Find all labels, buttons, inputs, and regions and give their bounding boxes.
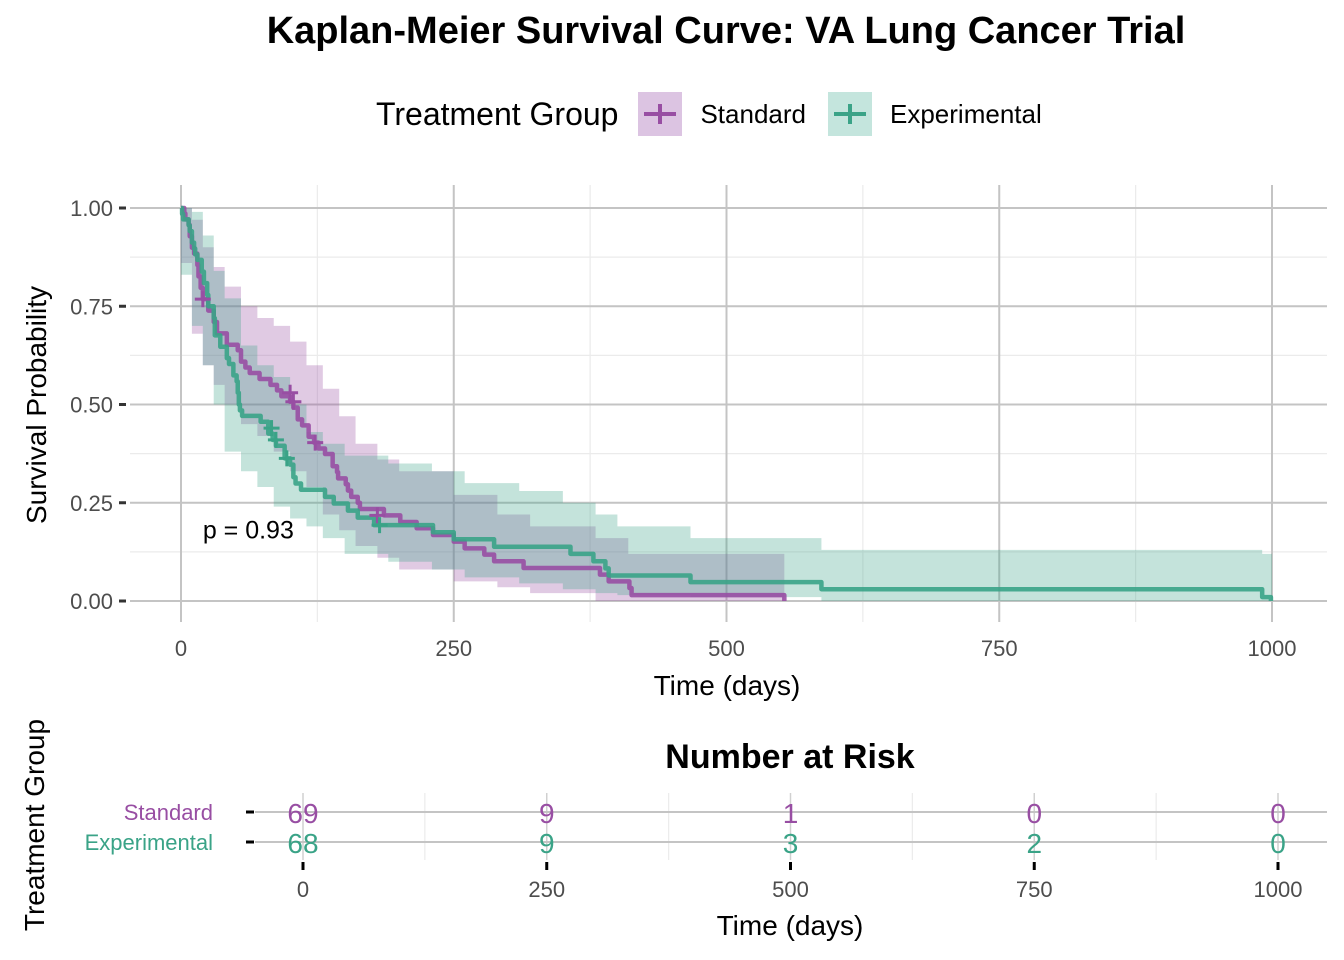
legend-title: Treatment Group: [376, 95, 619, 132]
risk-x-tick-label: 750: [1016, 877, 1053, 902]
x-tick-label: 1000: [1248, 636, 1297, 661]
risk-count-experimental: 2: [1026, 828, 1042, 859]
risk-table-x-label: Time (days): [717, 910, 864, 941]
risk-count-standard: 69: [287, 798, 318, 829]
p-value-annotation: p = 0.93: [203, 516, 294, 544]
y-axis-label: Survival Probability: [21, 286, 52, 524]
risk-row-label-standard: Standard: [124, 800, 213, 825]
y-tick-label: 0.75: [70, 294, 113, 319]
y-tick-label: 0.50: [70, 393, 113, 418]
risk-x-tick-label: 0: [297, 877, 309, 902]
legend-label-experimental: Experimental: [890, 98, 1042, 129]
censor-mark-standard: [282, 384, 299, 401]
risk-row-label-experimental: Experimental: [85, 830, 213, 855]
risk-count-experimental: 3: [783, 828, 799, 859]
chart-title: Kaplan-Meier Survival Curve: VA Lung Can…: [266, 10, 1186, 52]
y-tick-label: 1.00: [70, 196, 113, 221]
y-tick-label: 0.00: [70, 589, 113, 614]
risk-x-tick-label: 1000: [1254, 877, 1303, 902]
survival-curve-standard: [181, 205, 787, 601]
x-tick-label: 0: [175, 636, 187, 661]
x-tick-label: 750: [981, 636, 1018, 661]
risk-table-title: Number at Risk: [665, 738, 914, 776]
y-tick-label: 0.25: [70, 491, 113, 516]
x-tick-label: 500: [708, 636, 745, 661]
legend-label-standard: Standard: [700, 98, 806, 129]
legend-key-experimental: [828, 92, 872, 136]
risk-count-standard: 0: [1026, 798, 1042, 829]
risk-table-y-label: Treatment Group: [19, 719, 50, 931]
censor-mark-experimental: [371, 517, 388, 534]
survival-curve-experimental: [179, 205, 1274, 601]
risk-x-tick-label: 250: [528, 877, 565, 902]
risk-count-experimental: 68: [287, 828, 318, 859]
risk-count-standard: 0: [1270, 798, 1286, 829]
risk-count-standard: 1: [783, 798, 799, 829]
risk-x-tick-label: 500: [772, 877, 809, 902]
x-tick-label: 250: [435, 636, 472, 661]
risk-count-standard: 9: [539, 798, 555, 829]
censor-mark-standard: [194, 291, 211, 308]
legend-key-standard: [638, 92, 683, 136]
censor-mark-experimental: [263, 420, 280, 437]
censor-mark-standard: [285, 393, 302, 410]
risk-count-experimental: 0: [1270, 828, 1286, 859]
risk-count-experimental: 9: [539, 828, 555, 859]
censor-mark-experimental: [267, 431, 284, 448]
censor-mark-standard: [307, 434, 324, 451]
censor-mark-standard: [369, 507, 386, 524]
ci-band-experimental: [181, 208, 1272, 601]
censor-mark-experimental: [278, 450, 295, 467]
x-axis-label: Time (days): [654, 670, 801, 701]
legend: Treatment Group Standard Experimental: [376, 92, 1064, 136]
